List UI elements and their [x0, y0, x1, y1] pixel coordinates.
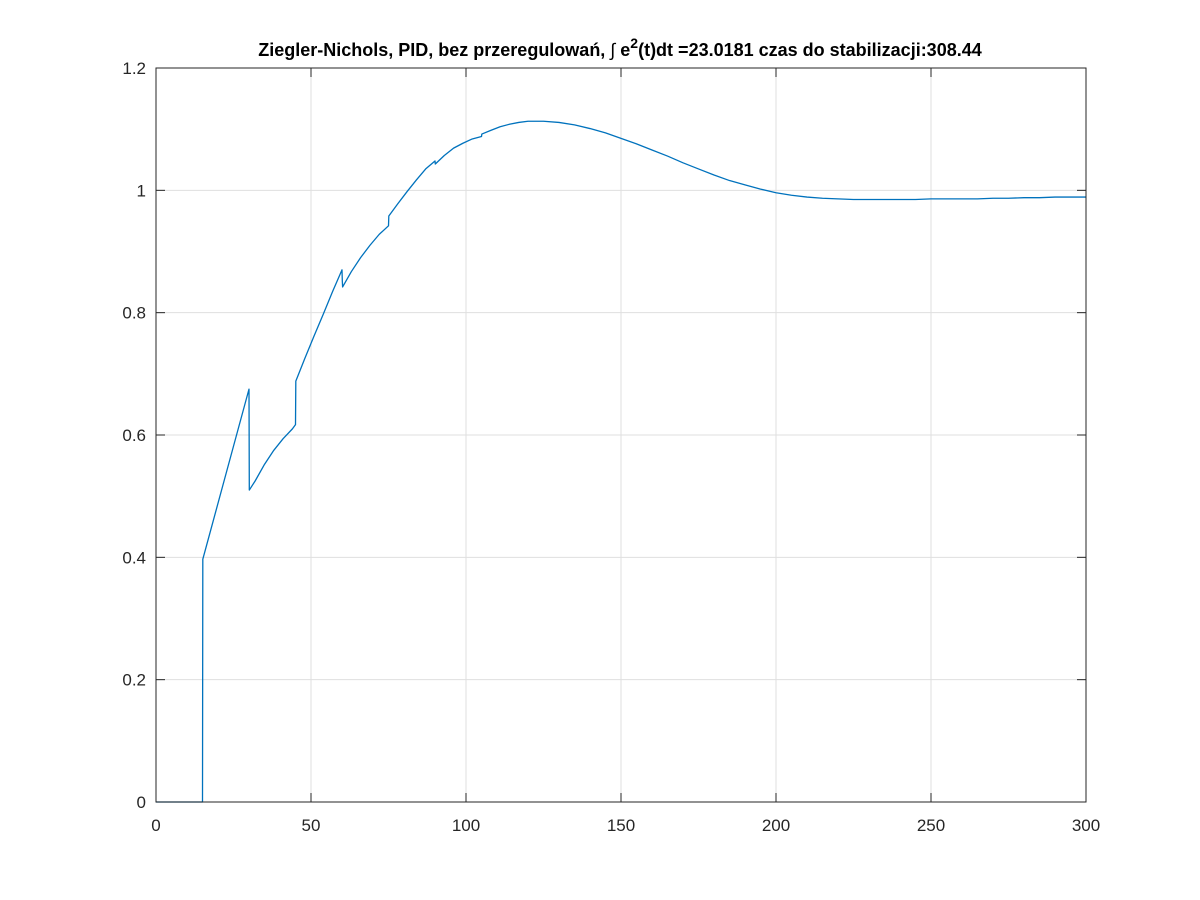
title-suffix: (t)dt =23.0181 czas do stabilizacji:308.… [638, 40, 982, 60]
title-e: e [615, 40, 630, 60]
x-tick-label: 150 [607, 816, 635, 835]
y-tick-label: 0.4 [122, 548, 146, 567]
x-tick-label: 250 [917, 816, 945, 835]
y-tick-label: 1.2 [122, 59, 146, 78]
y-tick-label: 0 [137, 793, 146, 812]
chart-title: Ziegler-Nichols, PID, bez przeregulowań,… [258, 35, 982, 60]
x-tick-label: 300 [1072, 816, 1100, 835]
y-tick-labels: 0 0.2 0.4 0.6 0.8 1 1.2 [122, 59, 146, 812]
tick-marks [155, 67, 1087, 803]
x-tick-label: 0 [151, 816, 160, 835]
series-layer [156, 120, 1086, 803]
x-tick-label: 100 [452, 816, 480, 835]
y-tick-label: 1 [137, 181, 146, 200]
x-tick-label: 50 [302, 816, 321, 835]
x-tick-labels: 0 50 100 150 200 250 300 [151, 816, 1100, 835]
title-prefix: Ziegler-Nichols, PID, bez przeregulowań, [258, 40, 610, 60]
y-tick-label: 0.6 [122, 426, 146, 445]
y-tick-label: 0.8 [122, 304, 146, 323]
grid-lines [156, 68, 1086, 802]
series-line-0 [156, 120, 1086, 803]
x-tick-label: 200 [762, 816, 790, 835]
integral-symbol: ∫ [608, 40, 616, 60]
title-superscript: 2 [630, 35, 638, 51]
y-tick-label: 0.2 [122, 671, 146, 690]
